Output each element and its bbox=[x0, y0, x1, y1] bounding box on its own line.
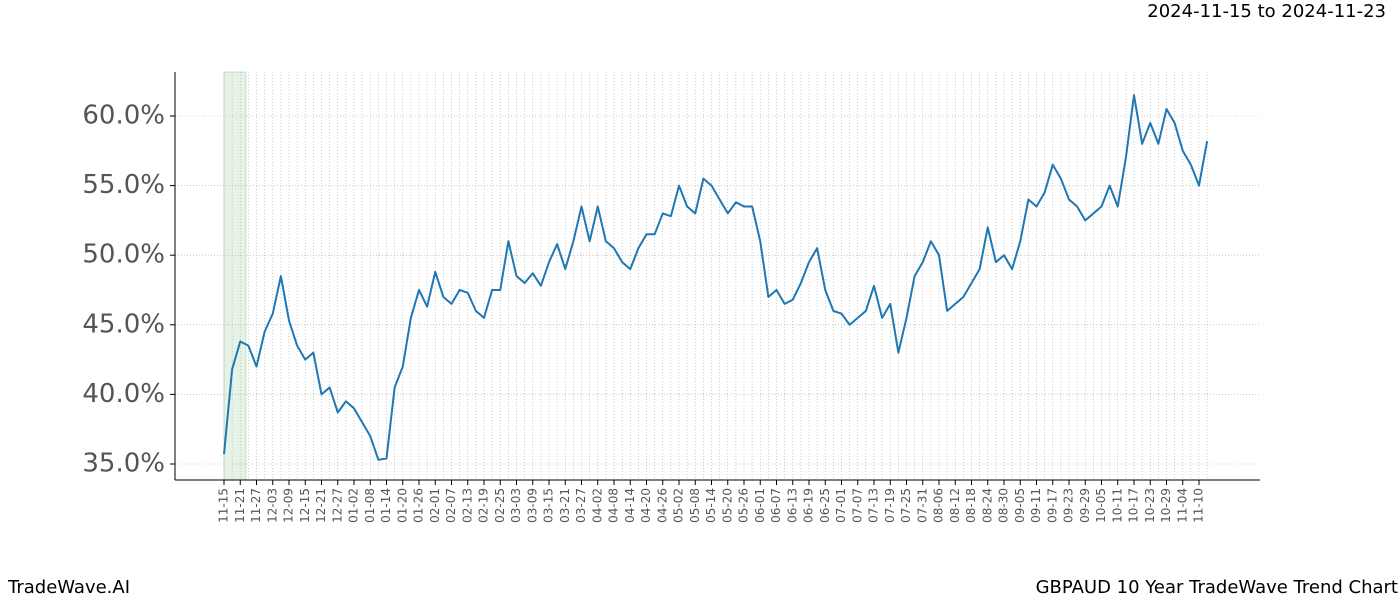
y-tick-label: 55.0% bbox=[82, 170, 165, 200]
x-tick-label: 07-31 bbox=[915, 488, 929, 523]
x-tick-label: 10-17 bbox=[1127, 488, 1141, 523]
y-tick-label: 45.0% bbox=[82, 309, 165, 339]
x-tick-label: 07-07 bbox=[850, 488, 864, 523]
x-tick-label: 02-19 bbox=[477, 488, 491, 523]
x-tick-label: 09-11 bbox=[1029, 488, 1043, 523]
x-tick-label: 10-23 bbox=[1143, 488, 1157, 523]
x-tick-label: 09-29 bbox=[1078, 488, 1092, 523]
x-tick-label: 05-08 bbox=[688, 488, 702, 523]
x-tick-label: 01-08 bbox=[363, 488, 377, 523]
x-tick-label: 11-10 bbox=[1192, 488, 1206, 523]
x-tick-label: 09-05 bbox=[1013, 488, 1027, 523]
x-tick-label: 11-21 bbox=[233, 488, 247, 523]
x-tick-label: 08-30 bbox=[997, 488, 1011, 523]
x-tick-label: 12-27 bbox=[330, 488, 344, 523]
x-tick-label: 10-05 bbox=[1094, 488, 1108, 523]
x-tick-label: 12-21 bbox=[314, 488, 328, 523]
x-tick-label: 08-12 bbox=[948, 488, 962, 523]
x-tick-label: 01-26 bbox=[412, 488, 426, 523]
x-tick-label: 04-26 bbox=[655, 488, 669, 523]
x-tick-label: 07-01 bbox=[834, 488, 848, 523]
x-tick-label: 02-07 bbox=[444, 488, 458, 523]
x-tick-label: 01-02 bbox=[347, 488, 361, 523]
x-tick-label: 10-29 bbox=[1159, 488, 1173, 523]
x-tick-label: 04-08 bbox=[607, 488, 621, 523]
x-tick-label: 05-26 bbox=[737, 488, 751, 523]
x-tick-label: 03-09 bbox=[525, 488, 539, 523]
x-tick-label: 03-15 bbox=[542, 488, 556, 523]
x-tick-label: 09-23 bbox=[1062, 488, 1076, 523]
x-tick-label: 04-14 bbox=[623, 488, 637, 523]
x-tick-label: 07-25 bbox=[899, 488, 913, 523]
chart-caption: GBPAUD 10 Year TradeWave Trend Chart bbox=[1036, 577, 1398, 598]
x-tick-label: 08-24 bbox=[980, 488, 994, 523]
x-tick-label: 03-27 bbox=[574, 488, 588, 523]
x-tick-label: 11-04 bbox=[1175, 488, 1189, 523]
x-tick-label: 06-13 bbox=[785, 488, 799, 523]
x-tick-label: 05-20 bbox=[720, 488, 734, 523]
x-tick-label: 01-20 bbox=[395, 488, 409, 523]
y-tick-label: 50.0% bbox=[82, 240, 165, 270]
y-tick-label: 40.0% bbox=[82, 379, 165, 409]
x-tick-label: 12-09 bbox=[282, 488, 296, 523]
x-tick-label: 01-14 bbox=[379, 488, 393, 523]
x-tick-label: 11-27 bbox=[249, 488, 263, 523]
x-tick-label: 04-20 bbox=[639, 488, 653, 523]
x-tick-label: 07-13 bbox=[867, 488, 881, 523]
x-tick-label: 06-07 bbox=[769, 488, 783, 523]
x-tick-label: 08-18 bbox=[964, 488, 978, 523]
x-tick-label: 05-14 bbox=[704, 488, 718, 523]
date-range: 2024-11-15 to 2024-11-23 bbox=[1147, 1, 1386, 22]
x-tick-label: 06-01 bbox=[753, 488, 767, 523]
x-tick-label: 12-03 bbox=[265, 488, 279, 523]
x-tick-label: 02-25 bbox=[493, 488, 507, 523]
x-tick-label: 03-03 bbox=[509, 488, 523, 523]
trend-line bbox=[223, 94, 1209, 461]
x-tick-label: 05-02 bbox=[672, 488, 686, 523]
x-tick-label: 08-06 bbox=[932, 488, 946, 523]
x-tick-label: 06-25 bbox=[818, 488, 832, 523]
x-tick-label: 02-01 bbox=[428, 488, 442, 523]
x-tick-label: 07-19 bbox=[883, 488, 897, 523]
x-tick-label: 04-02 bbox=[590, 488, 604, 523]
x-tick-label: 12-15 bbox=[298, 488, 312, 523]
x-tick-label: 06-19 bbox=[802, 488, 816, 523]
x-tick-label: 11-15 bbox=[217, 488, 231, 523]
brand: TradeWave.AI bbox=[7, 577, 130, 598]
x-tick-label: 10-11 bbox=[1110, 488, 1124, 523]
x-tick-label: 03-21 bbox=[558, 488, 572, 523]
x-tick-label: 02-13 bbox=[460, 488, 474, 523]
x-tick-label: 09-17 bbox=[1045, 488, 1059, 523]
y-tick-label: 35.0% bbox=[82, 448, 165, 478]
y-tick-label: 60.0% bbox=[82, 100, 165, 130]
